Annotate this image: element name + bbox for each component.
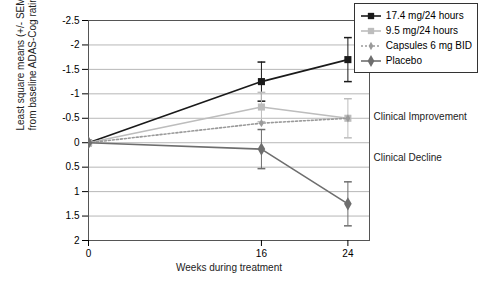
svg-text:0.5: 0.5 — [66, 161, 80, 172]
svg-text:-2.5: -2.5 — [62, 15, 80, 26]
svg-text:0: 0 — [86, 248, 92, 259]
html-text:17.4 mg/24 hours: 17.4 mg/24 hours — [385, 10, 464, 21]
html-text:Capsules 6 mg BID: Capsules 6 mg BID — [385, 40, 472, 51]
svg-text:-0.5: -0.5 — [62, 112, 80, 123]
svg-text:Weeks during treatment: Weeks during treatment — [176, 262, 282, 273]
svg-text:Least square means (+/- SEM) c: Least square means (+/- SEM) changefrom … — [15, 0, 38, 131]
svg-text:2: 2 — [74, 235, 80, 246]
svg-text:16: 16 — [256, 248, 268, 259]
svg-text:1.5: 1.5 — [66, 210, 80, 221]
svg-text:Clinical Improvement: Clinical Improvement — [374, 111, 468, 122]
svg-text:1: 1 — [74, 186, 80, 197]
svg-text:24: 24 — [342, 248, 354, 259]
svg-text:0: 0 — [74, 137, 80, 148]
html-text:Placebo: Placebo — [385, 55, 422, 66]
svg-text:Clinical Decline: Clinical Decline — [374, 152, 443, 163]
svg-text:-1: -1 — [71, 88, 80, 99]
svg-text:-2: -2 — [71, 39, 80, 50]
html-text:9.5 mg/24 hours: 9.5 mg/24 hours — [385, 25, 459, 36]
svg-text:-1.5: -1.5 — [62, 64, 80, 75]
